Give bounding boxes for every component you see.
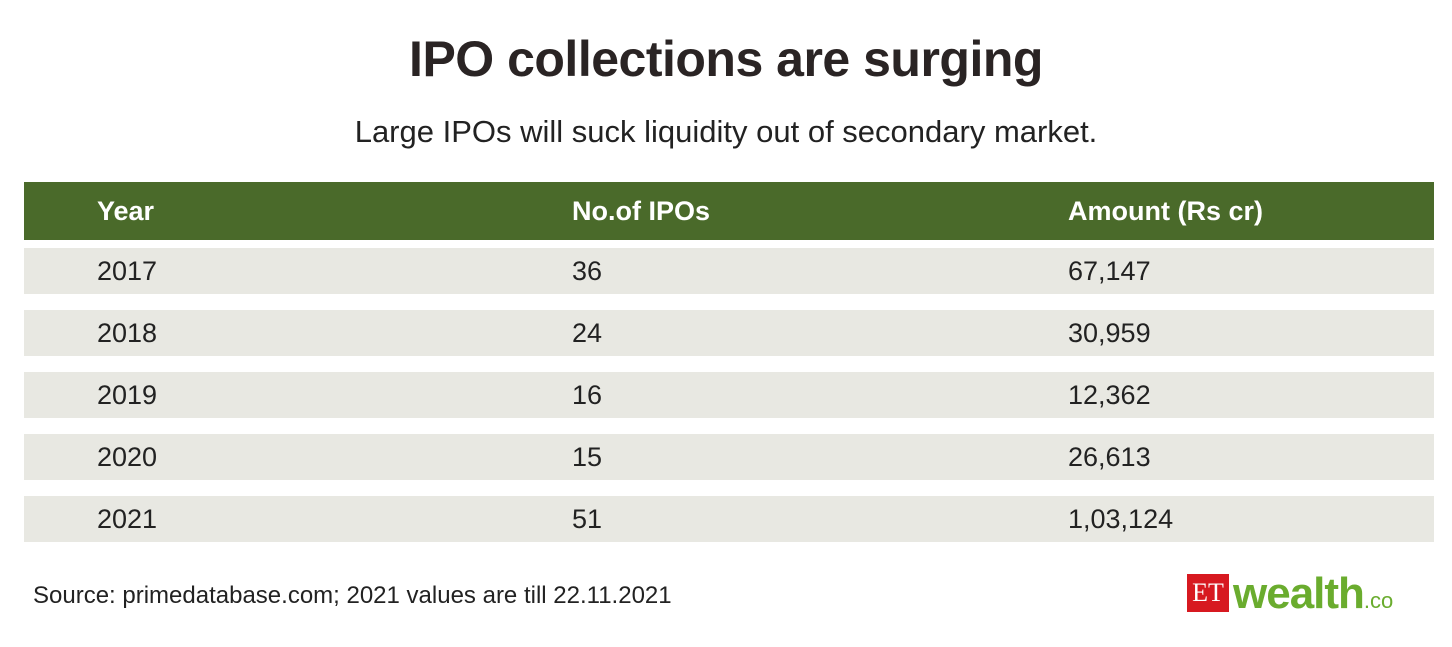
- table-cell: 1,03,124: [1068, 503, 1174, 534]
- logo-suffix: .co: [1363, 588, 1394, 613]
- table-cell: 30,959: [1068, 317, 1151, 348]
- header-row: Year No.of IPOs Amount (Rs cr): [24, 182, 1434, 240]
- logo-et: ET: [1187, 574, 1229, 612]
- table-cell: 51: [572, 503, 603, 534]
- title: IPO collections are surging: [409, 31, 1043, 87]
- table-cell: 2017: [97, 255, 158, 286]
- table-cell: 2019: [97, 379, 158, 410]
- table-row: 2020 15 26,613: [24, 434, 1434, 480]
- table-cell: 16: [572, 379, 603, 410]
- table-cell: 2021: [97, 503, 158, 534]
- table-cell: 15: [572, 441, 603, 472]
- table: Year No.of IPOs Amount (Rs cr) 2017 36 67,147…: [24, 182, 1434, 558]
- header-cell: Year: [97, 195, 155, 226]
- table-cell: 26,613: [1068, 441, 1151, 472]
- header-cell: No.of IPOs: [572, 195, 711, 226]
- table-cell: 2018: [97, 317, 158, 348]
- table-cell: 67,147: [1068, 255, 1151, 286]
- table-cell: 2020: [97, 441, 158, 472]
- logo-wealth: wealth: [1233, 569, 1365, 618]
- logo: ET wealth .co: [1187, 566, 1393, 616]
- header-cell: Amount (Rs cr): [1068, 195, 1263, 226]
- table-cell: 12,362: [1068, 379, 1151, 410]
- table-row: 2017 36 67,147: [24, 248, 1434, 294]
- table-cell: 36: [572, 255, 603, 286]
- subtitle: Large IPOs will suck liquidity out of se…: [354, 114, 1098, 149]
- table-row: 2019 16 12,362: [24, 372, 1434, 418]
- table-row: 2018 24 30,959: [24, 310, 1434, 356]
- table-row: 2021 51 1,03,124: [24, 496, 1434, 542]
- table-cell: 24: [572, 317, 603, 348]
- source-note: Source: primedatabase.com; 2021 values a…: [33, 582, 672, 609]
